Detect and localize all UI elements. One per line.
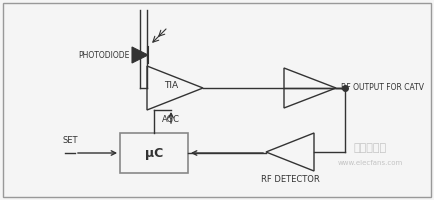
Polygon shape — [284, 68, 336, 108]
Text: AGC: AGC — [162, 116, 180, 124]
Polygon shape — [147, 66, 203, 110]
Polygon shape — [132, 47, 148, 63]
Bar — [120, 133, 188, 173]
Text: μC: μC — [145, 146, 163, 160]
Text: SET: SET — [62, 136, 78, 145]
Text: RF OUTPUT FOR CATV: RF OUTPUT FOR CATV — [341, 84, 424, 92]
Text: RF DETECTOR: RF DETECTOR — [261, 174, 319, 184]
Polygon shape — [266, 133, 314, 171]
Text: 电子发烧虫: 电子发烧虫 — [353, 143, 387, 153]
Text: PHOTODIODE: PHOTODIODE — [79, 50, 130, 60]
Text: TIA: TIA — [164, 82, 178, 90]
Text: www.elecfans.com: www.elecfans.com — [337, 160, 403, 166]
